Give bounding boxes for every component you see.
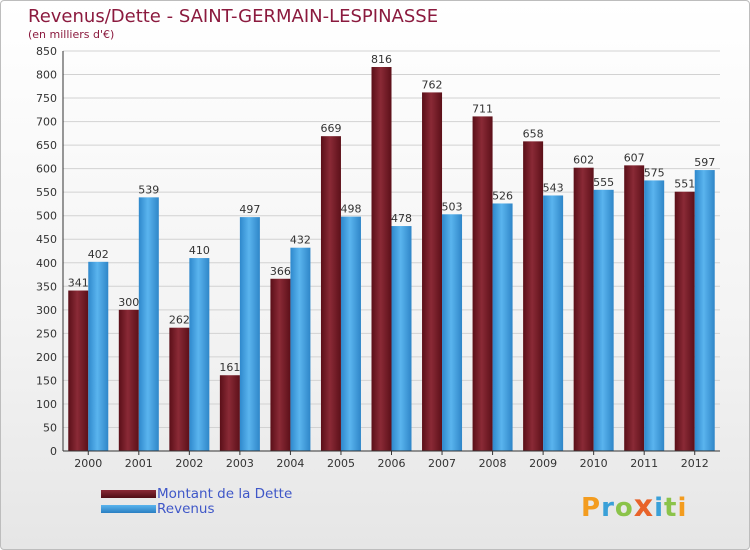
bar-revenus [340, 216, 361, 451]
x-tick-label: 2007 [428, 457, 456, 470]
x-tick-label: 2001 [125, 457, 153, 470]
x-tick-label: 2011 [630, 457, 658, 470]
data-label-dette: 300 [118, 296, 139, 309]
bar-revenus [492, 203, 513, 451]
legend-swatch-revenus [101, 505, 156, 513]
bar-dette [118, 309, 139, 451]
data-label-revenus: 503 [442, 200, 463, 213]
data-label-dette: 161 [219, 361, 240, 374]
y-tick-label: 100 [36, 398, 57, 411]
bar-revenus [239, 217, 260, 451]
chart-title: Revenus/Dette - SAINT-GERMAIN-LESPINASSE [28, 6, 439, 27]
data-label-revenus: 410 [189, 244, 210, 257]
y-tick-label: 700 [36, 116, 57, 129]
x-tick-label: 2003 [226, 457, 254, 470]
chart-subtitle: (en milliers d'€) [28, 28, 115, 41]
bar-revenus [593, 189, 614, 451]
data-label-revenus: 543 [543, 181, 564, 194]
bar-revenus [694, 170, 715, 451]
proxiti-logo: Proxiti [581, 489, 688, 524]
y-tick-label: 500 [36, 210, 57, 223]
bar-revenus [391, 226, 412, 451]
bar-revenus [138, 197, 159, 451]
bar-dette [219, 375, 240, 451]
bar-revenus [442, 214, 463, 451]
x-tick-label: 2002 [175, 457, 203, 470]
data-label-dette: 607 [624, 151, 645, 164]
bar-dette [624, 165, 645, 451]
bar-dette [68, 290, 89, 451]
y-tick-label: 800 [36, 69, 57, 82]
data-label-revenus: 526 [492, 189, 513, 202]
x-tick-label: 2004 [276, 457, 304, 470]
data-label-dette: 711 [472, 102, 493, 115]
y-tick-label: 550 [36, 186, 57, 199]
y-tick-label: 650 [36, 139, 57, 152]
bar-dette [472, 116, 493, 451]
y-tick-label: 300 [36, 304, 57, 317]
data-label-revenus: 539 [138, 183, 159, 196]
bar-revenus [543, 195, 564, 451]
bar-dette [169, 327, 190, 451]
bar-revenus [644, 180, 665, 452]
legend-label-revenus: Revenus [157, 501, 215, 517]
x-tick-label: 2010 [580, 457, 608, 470]
x-tick-label: 2009 [529, 457, 557, 470]
legend-label-dette: Montant de la Dette [157, 486, 293, 502]
y-tick-label: 850 [36, 45, 57, 58]
x-tick-label: 2008 [479, 457, 507, 470]
data-label-revenus: 402 [88, 248, 109, 261]
x-tick-label: 2006 [378, 457, 406, 470]
bar-dette [674, 191, 695, 452]
bar-revenus [290, 247, 311, 451]
y-tick-label: 600 [36, 163, 57, 176]
data-label-dette: 816 [371, 53, 392, 66]
data-label-revenus: 575 [644, 166, 665, 179]
y-tick-label: 250 [36, 327, 57, 340]
bar-dette [320, 136, 341, 452]
data-label-revenus: 432 [290, 234, 311, 247]
bar-dette [371, 67, 392, 451]
y-tick-label: 350 [36, 280, 57, 293]
data-label-dette: 602 [573, 154, 594, 167]
y-tick-label: 50 [43, 421, 57, 434]
y-tick-label: 200 [36, 351, 57, 364]
bar-dette [270, 278, 291, 451]
data-label-revenus: 497 [239, 203, 260, 216]
y-tick-label: 750 [36, 92, 57, 105]
data-label-dette: 658 [523, 127, 544, 140]
data-label-dette: 262 [169, 314, 190, 327]
bar-dette [573, 167, 594, 452]
data-label-revenus: 478 [391, 212, 412, 225]
data-label-revenus: 498 [340, 203, 361, 216]
data-label-revenus: 555 [593, 176, 614, 189]
data-label-dette: 551 [674, 178, 695, 191]
bar-revenus [189, 258, 210, 451]
bar-revenus [88, 261, 109, 451]
x-tick-label: 2005 [327, 457, 355, 470]
x-tick-label: 2012 [681, 457, 709, 470]
legend-swatch-dette [101, 490, 156, 498]
data-label-dette: 366 [270, 265, 291, 278]
y-tick-label: 450 [36, 233, 57, 246]
data-label-dette: 669 [320, 122, 341, 135]
y-tick-label: 400 [36, 257, 57, 270]
bar-dette [523, 141, 544, 451]
data-label-dette: 762 [422, 78, 443, 91]
bar-dette [422, 92, 443, 451]
y-tick-label: 0 [50, 445, 57, 458]
y-tick-label: 150 [36, 374, 57, 387]
data-label-revenus: 597 [694, 156, 715, 169]
x-tick-label: 2000 [74, 457, 102, 470]
data-label-dette: 341 [68, 277, 89, 290]
